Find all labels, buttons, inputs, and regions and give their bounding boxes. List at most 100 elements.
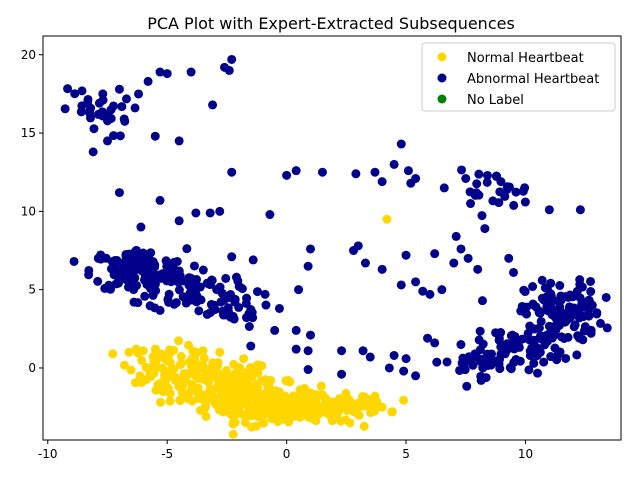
data-point: [291, 325, 301, 335]
data-point: [248, 313, 258, 323]
data-point: [560, 292, 570, 302]
data-point: [306, 330, 315, 340]
data-point: [234, 281, 244, 291]
data-point: [547, 297, 557, 307]
data-point: [89, 124, 99, 134]
data-point: [492, 171, 501, 181]
data-point: [382, 214, 392, 224]
data-point: [283, 406, 293, 416]
data-point: [561, 353, 571, 363]
data-point: [536, 316, 546, 326]
data-point: [316, 381, 326, 391]
data-point: [518, 186, 528, 196]
data-point: [403, 166, 413, 176]
data-point: [174, 285, 184, 295]
data-point: [596, 318, 605, 328]
data-point: [353, 241, 363, 251]
data-point: [248, 255, 258, 265]
series-normal-heartbeat: [108, 214, 409, 439]
data-point: [109, 131, 119, 141]
data-point: [112, 256, 122, 266]
data-point: [265, 386, 275, 396]
data-point: [343, 398, 353, 408]
data-point: [500, 349, 510, 359]
data-point: [115, 131, 125, 141]
data-point: [540, 340, 550, 350]
data-point: [579, 326, 589, 336]
legend-marker: [437, 73, 447, 83]
legend: Normal Heartbeat Abnormal Heartbeat No Lab…: [421, 42, 616, 112]
data-point: [220, 372, 230, 382]
data-point: [578, 335, 588, 345]
data-point: [184, 273, 194, 283]
data-point: [177, 388, 187, 398]
data-point: [533, 368, 543, 378]
data-point: [511, 187, 521, 197]
data-point: [461, 174, 471, 183]
data-point: [135, 371, 145, 381]
data-point: [320, 399, 330, 409]
data-point: [151, 362, 161, 372]
data-point: [155, 195, 165, 205]
legend-marker: [437, 94, 447, 104]
data-point: [175, 395, 185, 405]
legend-label: No Label: [467, 93, 524, 108]
data-points: [60, 54, 612, 439]
data-point: [182, 244, 192, 254]
data-point: [502, 184, 512, 194]
data-point: [384, 363, 394, 373]
data-point: [138, 346, 148, 356]
data-point: [474, 335, 484, 345]
data-point: [477, 211, 487, 221]
data-point: [170, 375, 180, 385]
data-point: [337, 369, 347, 379]
data-point: [191, 208, 201, 218]
data-point: [556, 307, 566, 317]
data-point: [389, 350, 399, 360]
data-point: [60, 104, 70, 114]
data-point: [114, 84, 124, 94]
data-point: [504, 253, 514, 263]
data-point: [230, 417, 240, 427]
data-point: [396, 280, 406, 290]
data-point: [114, 188, 124, 198]
data-point: [463, 253, 473, 263]
data-point: [108, 349, 118, 359]
data-point: [303, 365, 313, 375]
data-point: [228, 429, 238, 439]
data-point: [211, 400, 221, 410]
data-point: [162, 69, 172, 79]
data-point: [425, 289, 435, 299]
data-point: [577, 282, 587, 292]
data-point: [146, 284, 156, 294]
data-point: [232, 384, 242, 394]
data-point: [327, 412, 337, 422]
data-point: [268, 411, 278, 421]
legend-label: Normal Heartbeat: [467, 51, 584, 66]
data-point: [265, 210, 275, 220]
data-point: [399, 395, 409, 405]
data-point: [207, 275, 217, 285]
data-point: [150, 354, 160, 364]
data-point: [517, 334, 527, 344]
data-point: [109, 270, 119, 280]
data-point: [555, 281, 565, 291]
data-point: [543, 330, 553, 340]
data-point: [226, 312, 236, 322]
data-point: [313, 390, 323, 400]
data-point: [105, 284, 115, 294]
data-point: [192, 274, 202, 284]
legend-item: Normal Heartbeat: [437, 51, 584, 66]
data-point: [535, 334, 545, 344]
data-point: [183, 394, 193, 404]
data-point: [159, 370, 169, 380]
data-point: [239, 354, 249, 364]
legend-marker: [437, 52, 447, 62]
data-point: [242, 411, 252, 421]
data-point: [303, 261, 313, 271]
data-point: [216, 297, 226, 307]
x-tick-label: 0: [283, 447, 291, 461]
series-abnormal-heartbeat: [60, 54, 612, 391]
data-point: [345, 418, 355, 428]
